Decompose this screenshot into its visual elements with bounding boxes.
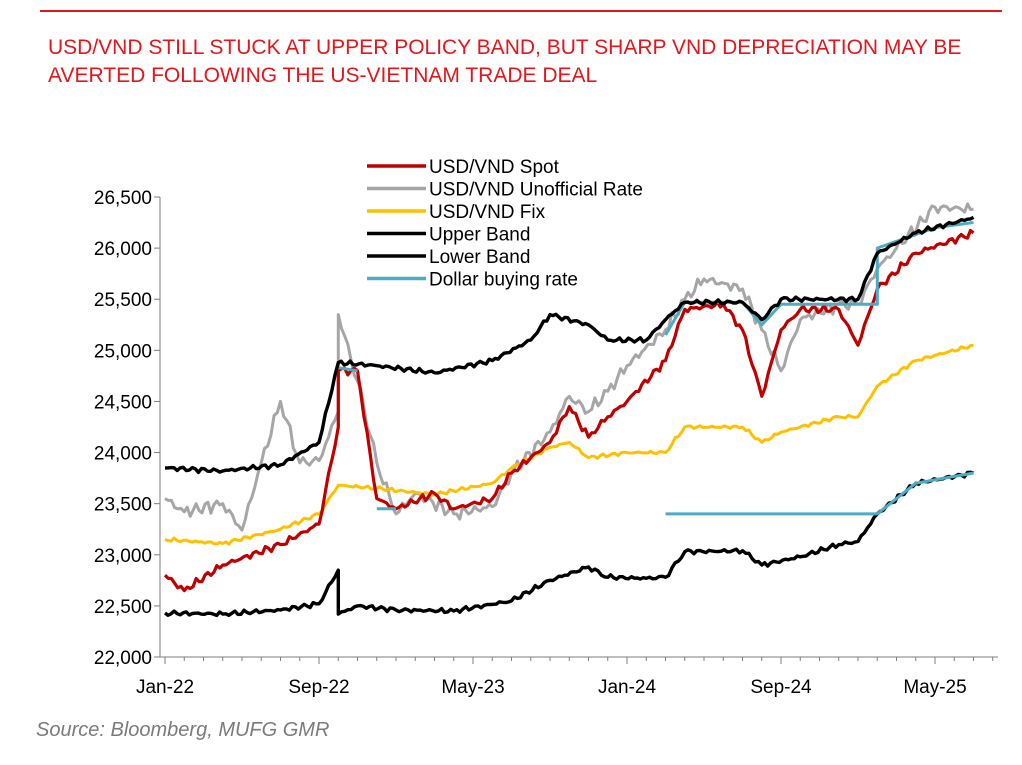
- series-line-usd-vnd-fix: [164, 343, 974, 546]
- y-tick-label: 23,500: [94, 495, 152, 516]
- series-lines: [163, 202, 975, 618]
- x-tick-label: Jan-22: [136, 677, 194, 698]
- x-tick-label: May-23: [441, 677, 504, 698]
- x-tick-label: Sep-24: [750, 677, 812, 698]
- legend-label-usd-vnd-spot: USD/VND Spot: [429, 157, 560, 178]
- series-line-lower-band: [163, 470, 974, 618]
- legend-label-upper-band: Upper Band: [429, 225, 530, 246]
- series-line-dollar-buying-rate: [338, 366, 358, 373]
- legend-label-lower-band: Lower Band: [429, 247, 530, 268]
- chart-title: USD/VND STILL STUCK AT UPPER POLICY BAND…: [48, 36, 962, 87]
- y-tick-label: 24,000: [94, 444, 152, 465]
- top-rule: [40, 10, 1002, 12]
- y-tick-label: 24,500: [94, 392, 152, 413]
- legend-label-dollar-buying-rate: Dollar buying rate: [429, 270, 578, 291]
- series-line-dollar-buying-rate: [665, 471, 974, 516]
- series-line-usd-vnd-spot: [163, 228, 975, 593]
- y-tick-label: 22,500: [94, 597, 152, 618]
- y-tick-label: 25,500: [94, 290, 152, 311]
- series-line-upper-band: [165, 215, 975, 475]
- x-tick-label: May-25: [903, 677, 966, 698]
- legend-label-usd-vnd-unofficial-rate: USD/VND Unofficial Rate: [429, 180, 643, 201]
- legend-label-usd-vnd-fix: USD/VND Fix: [429, 202, 546, 223]
- source-note: Source: Bloomberg, MUFG GMR: [36, 719, 330, 741]
- series-line-usd-vnd-unofficial-rate: [164, 202, 974, 532]
- x-tick-label: Sep-22: [288, 677, 349, 698]
- y-tick-label: 26,500: [94, 188, 152, 209]
- y-tick-label: 26,000: [94, 239, 152, 260]
- y-tick-label: 23,000: [94, 546, 152, 567]
- axes: 22,000 22,500 23,000 23,500 24,000 24,500 25,0…: [94, 188, 998, 698]
- x-tick-label: Jan-24: [598, 677, 657, 698]
- y-tick-label: 22,000: [94, 648, 152, 669]
- y-tick-label: 25,000: [94, 341, 152, 362]
